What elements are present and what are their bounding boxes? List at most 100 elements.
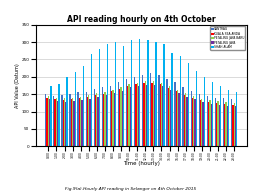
Bar	[143, 83, 145, 146]
Bar	[182, 87, 184, 146]
Bar	[158, 75, 160, 146]
Bar	[193, 96, 194, 146]
Bar	[57, 101, 58, 146]
Text: Fig.9(a).Hourly API reading in Selangor on 4th October 2015: Fig.9(a).Hourly API reading in Selangor …	[66, 187, 196, 191]
Bar	[178, 93, 179, 146]
Bar	[169, 86, 170, 146]
Bar	[71, 99, 72, 146]
X-axis label: Time (hourly): Time (hourly)	[123, 161, 160, 166]
Bar	[233, 103, 235, 146]
Bar	[166, 79, 168, 146]
Bar	[176, 91, 177, 146]
Bar	[203, 102, 204, 146]
Bar	[89, 99, 91, 146]
Bar	[61, 95, 63, 146]
Bar	[104, 92, 106, 146]
Bar	[207, 96, 208, 146]
Bar	[151, 83, 153, 146]
Bar	[123, 46, 124, 146]
Y-axis label: API Value (Datum): API Value (Datum)	[15, 63, 20, 108]
Bar	[171, 52, 173, 146]
Bar	[170, 90, 171, 146]
Bar	[96, 93, 97, 146]
Bar	[162, 86, 163, 146]
Bar	[177, 90, 178, 146]
Bar	[63, 100, 64, 146]
Bar	[107, 44, 108, 146]
Bar	[228, 90, 229, 146]
Bar	[74, 72, 76, 146]
Bar	[186, 97, 188, 146]
Bar	[231, 99, 232, 146]
Bar	[126, 79, 127, 146]
Bar	[99, 49, 100, 146]
Bar	[106, 95, 107, 146]
Bar	[97, 97, 99, 146]
Bar	[232, 105, 233, 146]
Bar	[145, 81, 146, 146]
Bar	[103, 94, 104, 146]
Bar	[196, 71, 197, 146]
Bar	[190, 91, 192, 146]
Bar	[215, 98, 216, 146]
Bar	[85, 92, 87, 146]
Bar	[160, 85, 161, 146]
Bar	[95, 95, 96, 146]
Bar	[235, 106, 236, 146]
Bar	[67, 77, 68, 146]
Bar	[45, 94, 46, 146]
Bar	[49, 99, 50, 146]
Bar	[219, 105, 220, 146]
Bar	[118, 82, 119, 146]
Bar	[192, 98, 193, 146]
Bar	[128, 84, 130, 146]
Bar	[184, 95, 185, 146]
Bar	[110, 85, 111, 146]
Bar	[139, 39, 140, 146]
Bar	[81, 100, 83, 146]
Bar	[161, 83, 162, 146]
Bar	[194, 99, 196, 146]
Legend: SANTRAG, KUALA SEA ANDA, PETALING JAYA BARU, PETALING JAYA, SHAH ALAM: SANTRAG, KUALA SEA ANDA, PETALING JAYA B…	[210, 26, 245, 50]
Bar	[127, 85, 128, 146]
Bar	[102, 87, 103, 146]
Bar	[179, 56, 181, 146]
Bar	[155, 42, 157, 146]
Bar	[236, 92, 237, 146]
Bar	[83, 66, 84, 146]
Bar	[122, 91, 123, 146]
Bar	[199, 94, 200, 146]
Bar	[56, 98, 57, 146]
Bar	[69, 94, 71, 146]
Bar	[188, 63, 189, 146]
Bar	[163, 44, 165, 146]
Bar	[154, 85, 155, 146]
Bar	[119, 89, 121, 146]
Bar	[227, 106, 228, 146]
Bar	[134, 77, 135, 146]
Bar	[50, 85, 52, 146]
Bar	[223, 98, 224, 146]
Bar	[142, 75, 143, 146]
Bar	[216, 103, 217, 146]
Bar	[224, 104, 225, 146]
Bar	[115, 42, 116, 146]
Bar	[87, 97, 88, 146]
Bar	[225, 102, 227, 146]
Bar	[79, 98, 80, 146]
Bar	[130, 87, 131, 146]
Bar	[153, 81, 154, 146]
Bar	[208, 102, 209, 146]
Bar	[174, 82, 176, 146]
Bar	[46, 98, 48, 146]
Bar	[146, 85, 147, 146]
Bar	[78, 92, 79, 146]
Bar	[112, 90, 114, 146]
Bar	[91, 54, 92, 146]
Bar	[73, 101, 74, 146]
Bar	[212, 82, 213, 146]
Bar	[53, 96, 54, 146]
Bar	[64, 98, 65, 146]
Bar	[217, 101, 219, 146]
Bar	[48, 96, 49, 146]
